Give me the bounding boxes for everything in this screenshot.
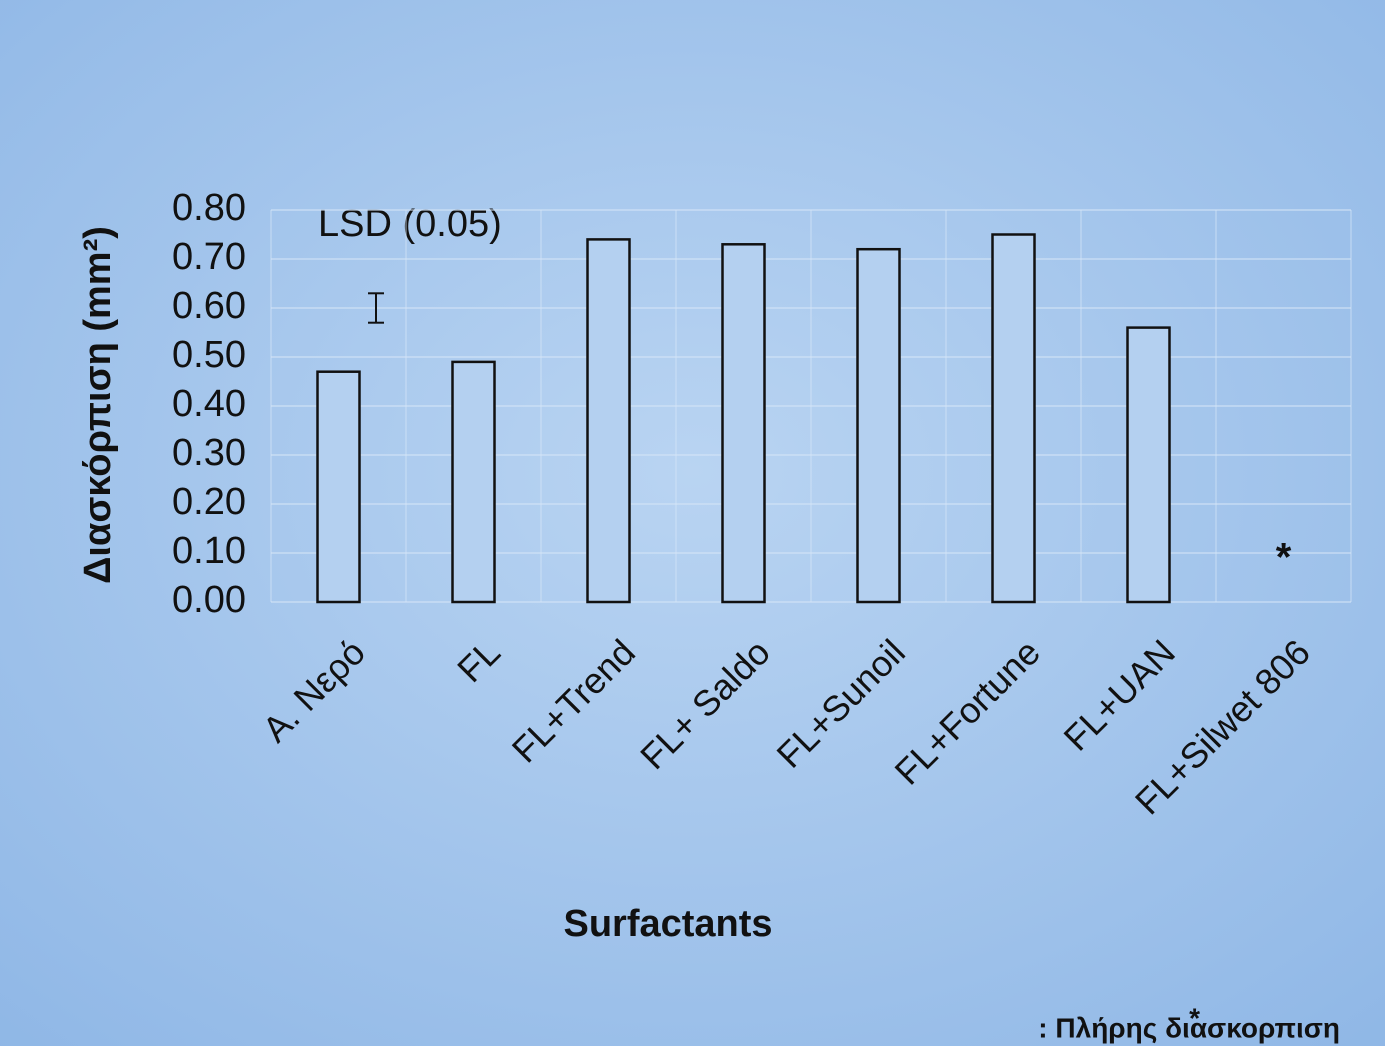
y-tick-label: 0.80 [172,187,246,229]
y-tick-label: 0.20 [172,481,246,523]
y-tick-label: 0.40 [172,383,246,425]
y-tick-label: 0.30 [172,432,246,474]
chart: Surfactants Διασκόρπιση (mm²) LSD (0.05)… [0,0,1385,1046]
x-axis-title: Surfactants [563,903,772,945]
bar [1128,328,1170,602]
bar [453,362,495,602]
y-tick-label: 0.60 [172,285,246,327]
y-tick-label: 0.00 [172,579,246,621]
y-axis-title: Διασκόρπιση (mm²) [77,226,119,584]
bar [858,249,900,602]
footnote: : Πλήρης διασκορπιση [1038,1012,1340,1043]
complete-marker: * [1276,536,1292,580]
y-tick-label: 0.10 [172,530,246,572]
y-tick-label: 0.70 [172,236,246,278]
bar [588,239,630,602]
bar [318,372,360,602]
bar [993,235,1035,603]
bar [723,244,765,602]
y-tick-label: 0.50 [172,334,246,376]
